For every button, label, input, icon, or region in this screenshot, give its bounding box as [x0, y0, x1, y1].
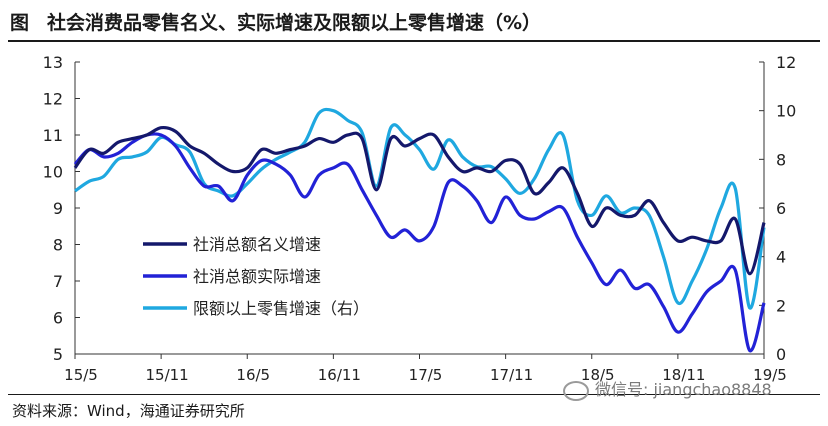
watermark-text: 微信号: jiangchao8848: [595, 380, 772, 399]
y-right-tick-label: 12: [776, 53, 796, 72]
y-left-tick-label: 9: [53, 199, 63, 218]
legend-label: 社消总额实际增速: [193, 267, 321, 286]
series-line-1: [73, 132, 766, 353]
x-tick-label: 18/5: [581, 366, 615, 384]
x-tick-label: 16/11: [318, 366, 361, 384]
y-right-tick-label: 0: [776, 345, 786, 364]
series-line-0: [73, 125, 766, 276]
y-left-tick-label: 5: [53, 345, 63, 364]
legend-label: 限额以上零售增速（右）: [193, 299, 369, 318]
watermark: 微信号: jiangchao8848: [563, 376, 772, 401]
chart-title: 图社会消费品零售名义、实际增速及限额以上零售增速（%）: [10, 8, 541, 35]
y-left-tick-label: 6: [53, 309, 63, 328]
y-left-tick-label: 12: [43, 90, 63, 109]
source-rule: [8, 394, 820, 395]
y-left-tick-label: 7: [53, 272, 63, 291]
title-rule: [8, 40, 820, 42]
y-left-tick-label: 10: [43, 163, 63, 182]
y-right-tick-label: 4: [776, 248, 786, 267]
x-tick-label: 16/5: [236, 366, 270, 384]
x-tick-label: 19/5: [753, 366, 787, 384]
source-note: 资料来源：Wind，海通证券研究所: [12, 402, 245, 420]
wechat-icon: [563, 380, 589, 401]
y-right-tick-label: 6: [776, 199, 786, 218]
title-text: 社会消费品零售名义、实际增速及限额以上零售增速（%）: [47, 12, 542, 34]
y-right-tick-label: 10: [776, 102, 796, 121]
y-left-tick-label: 13: [43, 53, 63, 72]
y-left-tick-label: 11: [43, 126, 63, 145]
series-line-2: [74, 107, 766, 310]
x-tick-label: 17/5: [409, 366, 443, 384]
x-tick-label: 15/5: [64, 366, 98, 384]
legend-label: 社消总额名义增速: [193, 235, 321, 254]
figure-label: 图: [10, 12, 30, 34]
y-right-tick-label: 2: [776, 296, 786, 315]
x-tick-label: 18/11: [662, 366, 705, 384]
x-tick-label: 17/11: [490, 366, 533, 384]
y-right-tick-label: 8: [776, 150, 786, 169]
y-left-tick-label: 8: [53, 236, 63, 255]
x-tick-label: 15/11: [146, 366, 189, 384]
